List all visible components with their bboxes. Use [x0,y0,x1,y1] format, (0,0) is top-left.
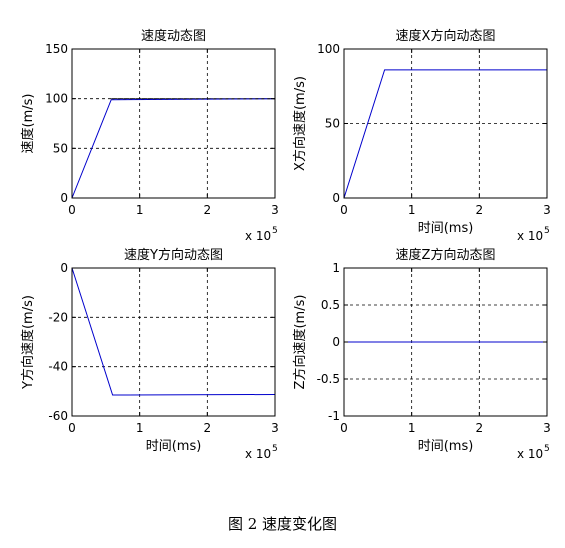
x-tick-label: 3 [543,203,551,217]
x-multiplier-label: x 10 [245,447,271,461]
plot-area [72,268,275,416]
y-tick-label: 50 [53,141,68,155]
x-multiplier-label: x 10 [517,447,543,461]
y-tick-label: -60 [48,409,68,423]
x-tick-label: 3 [543,421,551,435]
chart-title: 速度Y方向动态图 [124,247,223,263]
x-tick-label: 2 [204,421,212,435]
series-line-1 [71,267,276,396]
y-tick-label: 150 [45,42,68,56]
x-tick-label: 3 [271,203,279,217]
axes-frame [71,48,276,199]
y-tick-label: -20 [48,310,68,324]
y-tick-label: 0 [60,191,68,205]
series-line-1 [343,69,547,199]
y-tick-label: 1 [332,261,340,275]
y-axis-label: Z方向速度(m/s) [292,295,308,390]
y-tick-label: 50 [325,117,340,131]
y-axis-label: Y方向速度(m/s) [20,295,36,390]
x-tick-label: 0 [340,203,348,217]
y-axis-label: X方向速度(m/s) [292,76,308,171]
x-tick-label: 0 [68,421,76,435]
x-tick-label: 1 [408,421,416,435]
x-multiplier-exponent: 5 [544,226,550,236]
y-tick-label: 0 [332,335,340,349]
y-tick-label: 100 [317,42,340,56]
x-tick-label: 2 [476,421,484,435]
plot-area [72,49,275,198]
y-tick-label: -40 [48,360,68,374]
y-tick-label: 100 [45,92,68,106]
x-tick-label: 1 [136,203,144,217]
chart-title: 速度X方向动态图 [396,28,496,44]
x-tick-label: 0 [340,421,348,435]
y-tick-label: 0.5 [321,298,340,312]
y-tick-label: -0.5 [317,372,340,386]
y-tick-label: 0 [60,261,68,275]
x-multiplier-exponent: 5 [272,226,278,236]
x-multiplier-label: x 10 [517,229,543,243]
x-multiplier-exponent: 5 [544,444,550,454]
chart-title: 速度Z方向动态图 [396,247,496,263]
x-tick-label: 2 [476,203,484,217]
axes-frame [71,267,276,417]
x-tick-label: 1 [136,421,144,435]
x-tick-label: 3 [271,421,279,435]
y-tick-label: -1 [328,409,340,423]
x-axis-label: 时间(ms) [146,439,202,454]
x-tick-label: 2 [204,203,212,217]
x-tick-label: 0 [68,203,76,217]
x-multiplier-label: x 10 [245,229,271,243]
x-multiplier-exponent: 5 [272,444,278,454]
figure-caption: 图 2 速度变化图 [227,515,338,533]
x-axis-label: 时间(ms) [418,439,474,454]
x-tick-label: 1 [408,203,416,217]
y-axis-label: 速度(m/s) [20,94,36,154]
y-tick-label: 0 [332,191,340,205]
chart-title: 速度动态图 [141,28,206,44]
x-axis-label: 时间(ms) [418,221,474,236]
